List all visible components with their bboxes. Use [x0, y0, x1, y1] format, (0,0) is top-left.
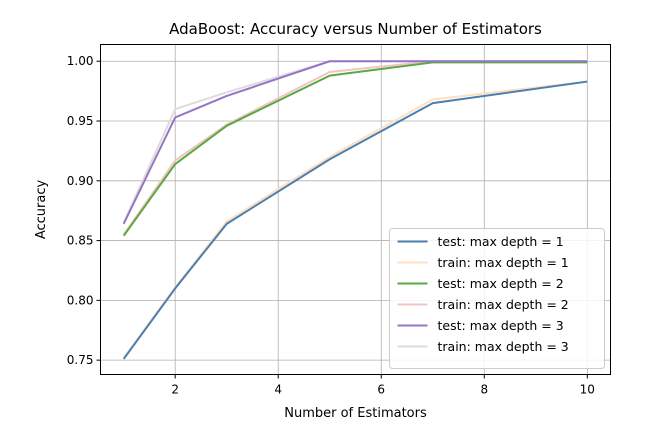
- x-tick-label: 4: [274, 383, 282, 397]
- series-line-5: [122, 60, 588, 225]
- y-axis-label: Accuracy: [34, 180, 49, 240]
- plot-frame: [100, 44, 611, 375]
- x-tick-label: 6: [377, 383, 385, 397]
- y-tick-label: 0.90: [67, 174, 94, 188]
- x-tick-label: 8: [480, 383, 488, 397]
- chart-title: AdaBoost: Accuracy versus Number of Esti…: [169, 20, 542, 38]
- x-tick-label: 2: [171, 383, 179, 397]
- x-axis-label: Number of Estimators: [284, 406, 427, 421]
- series-line-1: [122, 80, 588, 360]
- axis-ticks: 2 4 6 8 10 0.75 0.80 0.85 0.90 0.95 1.00: [67, 54, 595, 396]
- grid: [100, 44, 611, 375]
- legend-label: test: max depth = 3: [438, 318, 564, 333]
- series-lines: [122, 60, 588, 360]
- y-tick-label: 0.75: [67, 353, 94, 367]
- y-tick-label: 1.00: [67, 54, 94, 68]
- y-tick-label: 0.80: [67, 293, 94, 307]
- legend-label: test: max depth = 2: [438, 276, 564, 291]
- legend: test: max depth = 1 train: max depth = 1 t…: [389, 228, 605, 369]
- legend-label: train: max depth = 1: [438, 255, 569, 270]
- y-tick-label: 0.95: [67, 114, 94, 128]
- y-tick-label: 0.85: [67, 234, 94, 248]
- legend-box: [389, 228, 605, 369]
- legend-label: train: max depth = 2: [438, 297, 569, 312]
- series-line-3: [122, 61, 588, 237]
- series-line-4: [122, 60, 588, 236]
- x-tick-label: 10: [580, 383, 595, 397]
- legend-label: train: max depth = 3: [438, 339, 569, 354]
- legend-label: test: max depth = 1: [438, 234, 564, 249]
